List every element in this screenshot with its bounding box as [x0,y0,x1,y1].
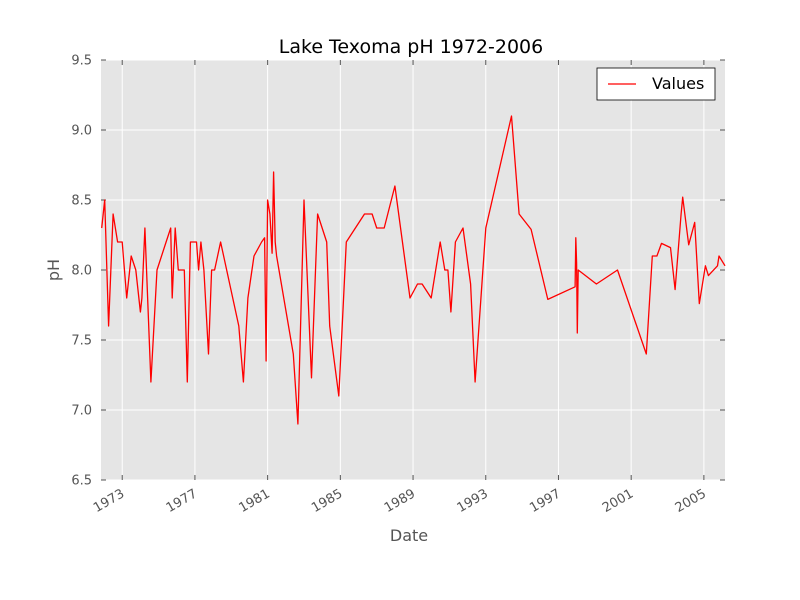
chart-title: Lake Texoma pH 1972-2006 [279,36,543,58]
y-axis-label: pH [44,259,63,281]
y-tick-label: 7.0 [71,404,92,419]
legend-label-values: Values [652,74,704,93]
y-tick-label: 8.0 [71,264,92,279]
y-tick-label: 6.5 [71,474,92,489]
grid-lines [101,59,725,481]
y-tick-label: 9.5 [71,54,92,69]
y-tick-label: 8.5 [71,194,92,209]
series-line-values [101,115,726,425]
legend: Values [596,67,716,101]
x-axis-label: Date [390,526,428,545]
series-layer [101,115,726,425]
axis-ticks [101,59,725,481]
y-tick-label: 7.5 [71,334,92,349]
y-tick-labels: 6.5 7.0 7.5 8.0 8.5 9.0 9.5 [71,54,92,489]
y-tick-label: 9.0 [71,124,92,139]
